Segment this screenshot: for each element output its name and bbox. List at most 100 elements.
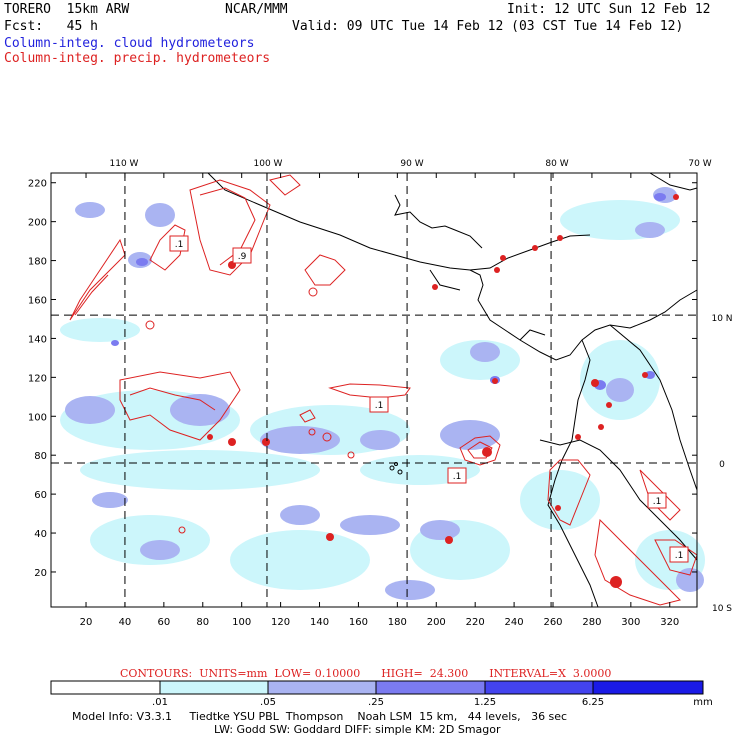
model-info-line1: Model Info: V3.3.1 Tiedtke YSU PBL Thomp…: [72, 710, 568, 723]
colorbar-swatch: [159, 680, 269, 695]
precip-core: [445, 536, 453, 544]
precip-core: [598, 424, 604, 430]
colorbar-swatch: [267, 680, 377, 695]
cloud-mid-patches: [65, 187, 704, 600]
forecast-hour: Fcst: 45 h: [4, 19, 98, 34]
x-tick-label: 160: [349, 617, 368, 628]
contour-label-text: .1: [175, 240, 184, 250]
precip-core: [207, 434, 213, 440]
longitude-label: 90 W: [400, 159, 423, 169]
longitude-label: 110 W: [110, 159, 139, 169]
border-line: [429, 269, 461, 291]
contour-label-box: [447, 467, 467, 484]
colorbar-label: .01: [152, 697, 168, 708]
x-tick-label: 100: [232, 617, 251, 628]
contour-label-text: .9: [238, 252, 247, 262]
contour-label-box: [169, 235, 189, 252]
cloud-patch: [280, 505, 320, 525]
center-title: NCAR/MMM: [225, 2, 288, 17]
precip-core: [575, 434, 581, 440]
model-title: TORERO 15km ARW: [4, 2, 130, 17]
map-frame: [50, 172, 698, 608]
precip-core: [432, 284, 438, 290]
precip-contour: [178, 526, 186, 534]
border-line: [539, 439, 698, 561]
colorbar-swatch: [50, 680, 161, 695]
precip-core: [555, 505, 561, 511]
cloud-patch: [360, 430, 400, 450]
x-tick-label: 300: [621, 617, 640, 628]
contour-label-text: .1: [375, 401, 384, 411]
precip-core: [492, 378, 498, 384]
y-tick-label: 180: [28, 257, 47, 268]
y-tick-label: 220: [28, 179, 47, 190]
contours-info: CONTOURS: UNITS=mm LOW= 0.10000 HIGH= 24…: [120, 667, 612, 680]
y-tick-label: 160: [28, 296, 47, 307]
contour-label-text: .1: [675, 551, 684, 561]
legend-precip: Column-integ. precip. hydrometeors: [4, 51, 271, 66]
cloud-patch: [645, 371, 655, 379]
precip-core: [482, 447, 492, 457]
x-tick-label: 20: [80, 617, 93, 628]
y-tick-label: 100: [28, 412, 47, 423]
contour-label-box: [669, 546, 689, 563]
x-tick-label: 220: [466, 617, 485, 628]
colorbar-unit: mm: [693, 697, 712, 708]
colorbar-label: .25: [368, 697, 384, 708]
init-time: Init: 12 UTC Sun 12 Feb 12: [507, 2, 711, 17]
cloud-patch: [65, 396, 115, 424]
valid-time: Valid: 09 UTC Tue 14 Feb 12 (03 CST Tue …: [292, 19, 684, 34]
precip-core: [606, 402, 612, 408]
cloud-patch: [140, 540, 180, 560]
coastline-caribbean: [469, 234, 591, 271]
x-tick-label: 60: [157, 617, 170, 628]
precip-contour: [459, 435, 501, 466]
cloud-patch: [80, 450, 320, 490]
y-tick-label: 40: [34, 529, 47, 540]
precip-contour: [299, 409, 316, 423]
contour-label-text: .1: [653, 497, 662, 507]
precip-core: [642, 372, 648, 378]
precip-core: [532, 245, 538, 251]
precip-core: [673, 194, 679, 200]
y-tick-label: 140: [28, 334, 47, 345]
cloud-patch: [75, 202, 105, 218]
precip-contour: [269, 174, 301, 196]
precip-contour: [69, 238, 126, 321]
cloud-patch: [470, 342, 500, 362]
axes: 220 200 180 160 140 120 100 80 60 40 20 20 40 60 80 100…: [28, 159, 733, 628]
coastline-yucatan: [394, 194, 483, 249]
lat-lon-grid: [51, 173, 697, 607]
y-tick-label: 60: [34, 490, 47, 501]
precip-contour: [149, 224, 186, 271]
colorbar-swatch: [592, 680, 704, 695]
coastline-south-america-west: [547, 339, 599, 608]
colorbar-swatch: [484, 680, 594, 695]
cloud-patch: [60, 318, 140, 342]
precip-contour: [347, 451, 355, 459]
cloud-patch: [654, 193, 666, 201]
border-line: [519, 329, 546, 341]
contour-label-box: [232, 247, 252, 264]
colorbar-swatch: [375, 680, 486, 695]
contour-labels: .1 .9 .1 .1 .1 .1: [169, 235, 689, 563]
coastline-andes: [609, 324, 698, 491]
precip-contour: [129, 387, 216, 411]
x-tick-label: 180: [388, 617, 407, 628]
colorbar: .01 .05 .25 1.25 6.25 mm: [50, 680, 713, 708]
precip-contour: [654, 539, 698, 576]
precip-contour: [308, 287, 318, 297]
precip-contour: [322, 432, 332, 442]
precip-core: [494, 267, 500, 273]
colorbar-label: 6.25: [582, 697, 604, 708]
contour-label-box: [647, 492, 667, 509]
cloud-patch: [260, 426, 340, 454]
precip-contour: [304, 254, 346, 286]
precip-contour: [308, 428, 316, 436]
precip-core: [557, 235, 563, 241]
precip-contour: [74, 274, 109, 316]
precip-contour: [145, 320, 155, 330]
precip-core: [228, 438, 236, 446]
precip-contour: [328, 383, 411, 399]
precip-core: [591, 379, 599, 387]
